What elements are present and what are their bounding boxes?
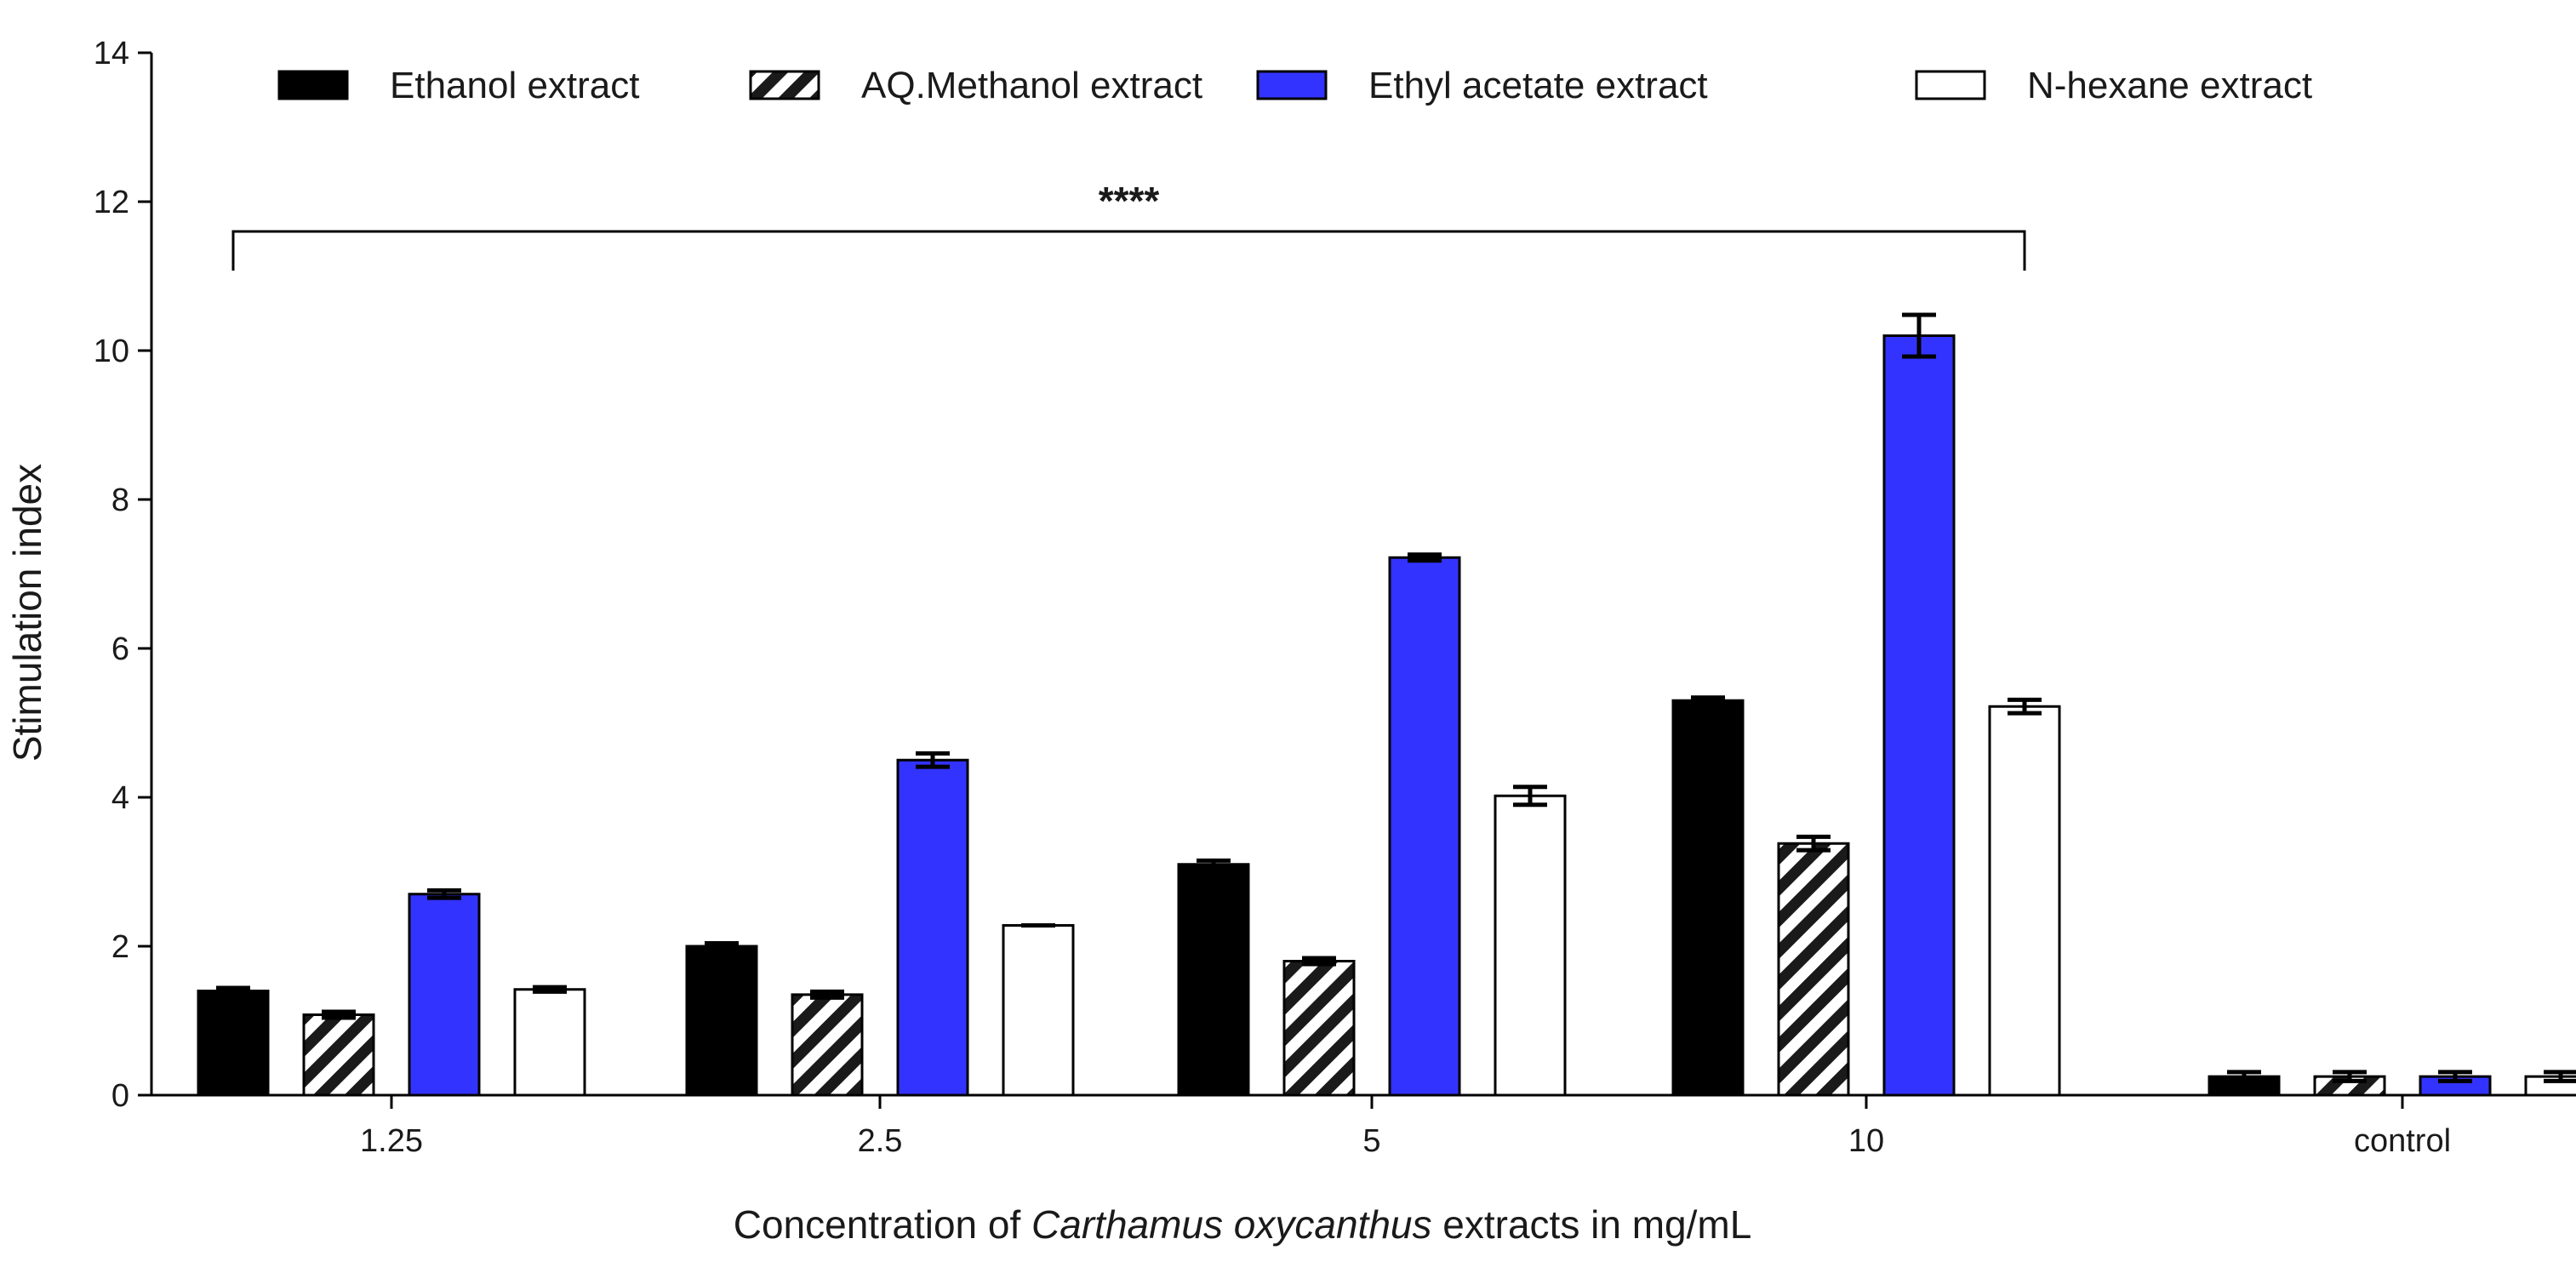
error-bar bbox=[1902, 312, 1936, 359]
bar-ethyl-acetate-extract-2.5 bbox=[896, 758, 969, 1097]
bar-ethanol-extract-10 bbox=[1671, 699, 1745, 1097]
legend-item: Ethanol extract bbox=[277, 65, 640, 106]
bar-ethanol-extract-1.25 bbox=[197, 990, 270, 1097]
x-axis-title-suffix: extracts in mg/mL bbox=[1432, 1202, 1752, 1247]
bar-ethyl-acetate-extract-1.25 bbox=[408, 893, 481, 1097]
legend-swatch bbox=[749, 70, 820, 100]
x-axis-title: Concentration of Carthamus oxycanthus ex… bbox=[734, 1202, 1752, 1247]
y-tick-label: 6 bbox=[111, 631, 129, 667]
legend-swatch bbox=[1915, 70, 1986, 100]
legend-label: Ethanol extract bbox=[390, 65, 640, 106]
bar-aq-methanol-extract-10 bbox=[1777, 842, 1850, 1097]
legend-item: N-hexane extract bbox=[1915, 65, 2312, 106]
legend-swatch bbox=[1256, 70, 1328, 100]
error-bar bbox=[322, 1009, 356, 1020]
error-bar bbox=[2008, 697, 2042, 716]
x-tick-label: control bbox=[2354, 1123, 2451, 1159]
axes: 0 2 4 6 8 10 12 14 1.25 2.5 5 10 control bbox=[94, 36, 2546, 1159]
error-bar bbox=[2544, 1070, 2576, 1083]
error-bar bbox=[810, 989, 844, 1000]
y-axis-title: Stimulation index bbox=[5, 464, 49, 762]
legend-label: Ethyl acetate extract bbox=[1368, 65, 1708, 106]
error-bar bbox=[1302, 956, 1336, 967]
error-bar bbox=[533, 985, 567, 994]
bar-ethyl-acetate-extract-5 bbox=[1388, 556, 1461, 1097]
error-bar bbox=[1513, 785, 1547, 808]
y-tick-label: 14 bbox=[94, 36, 129, 71]
y-tick-label: 4 bbox=[111, 780, 129, 816]
y-tick-label: 0 bbox=[111, 1078, 129, 1114]
legend: Ethanol extract AQ.Methanol extract Ethyl … bbox=[277, 65, 2312, 106]
bar-n-hexane-extract-2.5 bbox=[1002, 924, 1075, 1097]
bar-aq-methanol-extract-1.25 bbox=[302, 1013, 375, 1097]
significance-bracket bbox=[231, 230, 2026, 271]
legend-item: AQ.Methanol extract bbox=[749, 65, 1202, 106]
bars bbox=[197, 312, 2576, 1097]
error-bar bbox=[1691, 695, 1725, 706]
significance-label: **** bbox=[1099, 179, 1160, 223]
x-tick-label: 5 bbox=[1362, 1123, 1380, 1159]
error-bar bbox=[1197, 858, 1231, 871]
error-bar bbox=[2333, 1070, 2367, 1083]
x-tick-label: 2.5 bbox=[858, 1123, 903, 1159]
error-bar bbox=[2438, 1070, 2472, 1083]
x-axis-title-prefix: Concentration of bbox=[734, 1202, 1031, 1247]
error-bar bbox=[427, 888, 461, 900]
y-tick-label: 8 bbox=[111, 482, 129, 518]
y-tick-label: 10 bbox=[94, 334, 129, 369]
error-bar bbox=[916, 751, 950, 769]
y-tick-label: 2 bbox=[111, 929, 129, 965]
error-bar bbox=[216, 985, 250, 996]
error-bar bbox=[1796, 834, 1831, 853]
bar-aq-methanol-extract-5 bbox=[1282, 960, 1356, 1097]
legend-swatch bbox=[277, 70, 349, 100]
bar-n-hexane-extract-10 bbox=[1988, 705, 2061, 1097]
error-bar bbox=[1408, 552, 1442, 563]
bar-ethanol-extract-5 bbox=[1177, 863, 1250, 1097]
error-bar bbox=[2227, 1070, 2261, 1083]
error-bar bbox=[705, 941, 739, 951]
bar-ethanol-extract-2.5 bbox=[685, 945, 758, 1097]
x-tick-label: 10 bbox=[1848, 1123, 1884, 1159]
y-tick-label: 12 bbox=[94, 185, 129, 220]
annotations: **** bbox=[231, 179, 2026, 271]
legend-item: Ethyl acetate extract bbox=[1256, 65, 1708, 106]
legend-label: N-hexane extract bbox=[2027, 65, 2312, 106]
bar-n-hexane-extract-1.25 bbox=[513, 988, 586, 1097]
x-axis-title-species: Carthamus oxycanthus bbox=[1031, 1202, 1431, 1247]
bar-n-hexane-extract-5 bbox=[1494, 794, 1567, 1097]
bar-aq-methanol-extract-2.5 bbox=[791, 993, 864, 1097]
bar-ethyl-acetate-extract-10 bbox=[1882, 334, 1956, 1097]
x-tick-label: 1.25 bbox=[360, 1123, 423, 1159]
legend-label: AQ.Methanol extract bbox=[861, 65, 1202, 106]
